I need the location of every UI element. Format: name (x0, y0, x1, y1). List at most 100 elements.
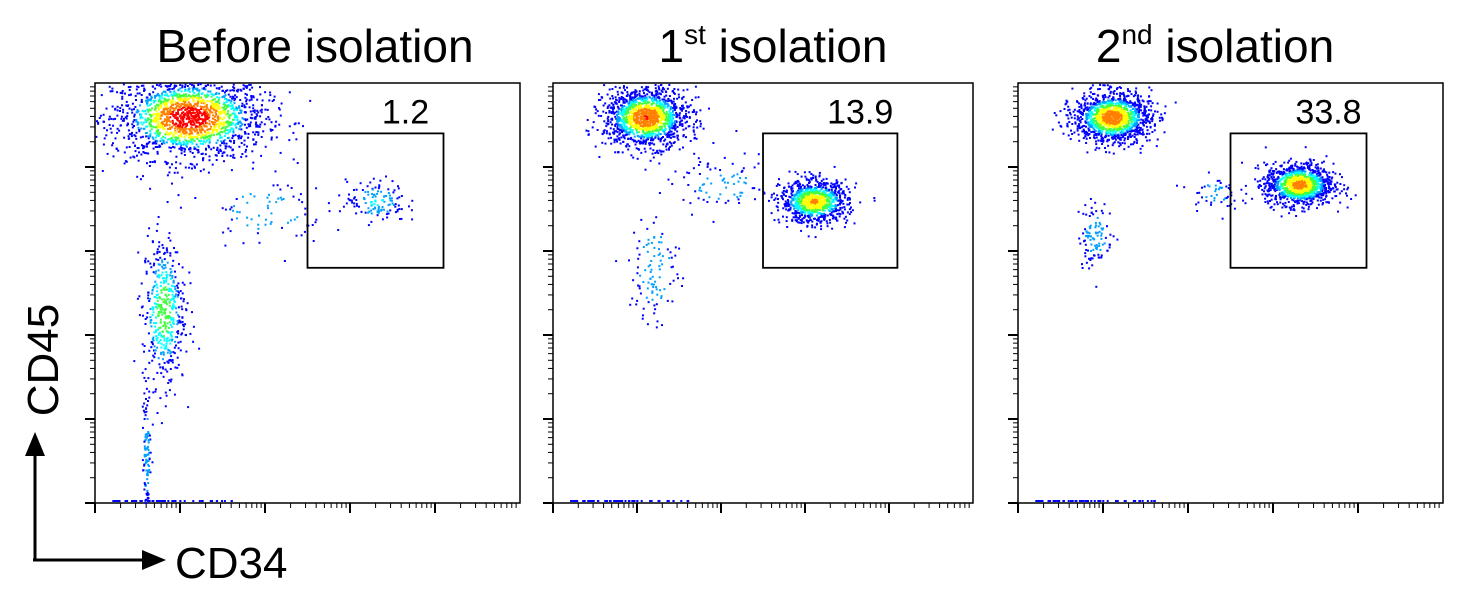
event-point (611, 88, 614, 90)
event-point (130, 133, 133, 136)
event-point (202, 100, 205, 103)
event-point (257, 227, 260, 230)
event-point (648, 91, 651, 94)
event-point (818, 189, 821, 192)
event-point (179, 97, 182, 99)
event-point (212, 128, 215, 131)
event-point (684, 121, 687, 124)
event-point (179, 290, 182, 292)
event-point (181, 147, 184, 150)
event-point (151, 341, 154, 344)
event-point (656, 124, 659, 126)
event-point (630, 136, 633, 139)
event-point (795, 182, 798, 185)
event-point (851, 209, 854, 212)
event-point (200, 96, 203, 99)
event-point (142, 151, 145, 153)
event-point (139, 104, 142, 107)
event-point (628, 120, 631, 123)
event-point (818, 207, 821, 210)
event-point (204, 122, 207, 125)
event-point (371, 188, 374, 191)
event-point (176, 356, 179, 359)
event-point (182, 106, 184, 109)
event-point (143, 87, 146, 90)
event-point (155, 339, 158, 342)
event-point (169, 368, 172, 370)
event-point (155, 305, 158, 308)
event-point (181, 116, 184, 119)
event-point (232, 83, 235, 86)
event-point (148, 113, 151, 116)
event-point (249, 121, 252, 124)
event-point (223, 91, 226, 94)
event-point (647, 128, 650, 130)
event-point (209, 107, 212, 110)
event-point (202, 108, 205, 111)
event-point (146, 108, 149, 111)
event-point (171, 141, 174, 144)
event-point (328, 210, 331, 213)
event-point (640, 135, 643, 138)
event-point (673, 125, 676, 128)
event-point (178, 319, 181, 322)
event-point (190, 136, 193, 139)
event-point (103, 127, 106, 130)
event-point (666, 112, 669, 115)
event-point (179, 98, 182, 101)
event-point (823, 182, 825, 184)
event-point (156, 112, 158, 115)
event-point (174, 251, 177, 254)
event-point (386, 216, 389, 219)
event-point (174, 130, 177, 133)
event-point (185, 144, 188, 147)
event-point (148, 108, 151, 111)
event-point (174, 285, 177, 288)
event-point (659, 126, 662, 129)
event-point (605, 130, 608, 133)
event-point (619, 108, 622, 111)
event-point (836, 209, 839, 212)
event-point (654, 136, 657, 139)
event-point (275, 201, 278, 204)
event-point (169, 126, 172, 129)
event-point (165, 247, 168, 250)
event-point (149, 471, 152, 474)
event-point (250, 96, 253, 99)
event-point (181, 308, 184, 311)
event-point (650, 137, 653, 140)
event-point (243, 111, 246, 114)
event-point (171, 106, 174, 109)
event-point (353, 197, 355, 200)
event-point (217, 118, 220, 121)
event-point (175, 84, 178, 87)
event-point (182, 323, 184, 326)
event-point (167, 236, 170, 239)
event-point (835, 209, 838, 211)
event-point (164, 84, 167, 87)
event-point (702, 127, 705, 130)
event-point (277, 197, 280, 200)
event-point (604, 142, 607, 145)
event-point (625, 99, 628, 102)
event-point (648, 136, 651, 139)
event-point (166, 88, 169, 91)
event-point (841, 192, 844, 195)
event-point (157, 135, 160, 137)
event-point (312, 240, 315, 242)
event-point (174, 131, 177, 134)
event-point (114, 107, 117, 110)
event-point (175, 125, 177, 128)
event-point (802, 207, 804, 210)
event-point (166, 251, 169, 254)
event-point (641, 112, 644, 115)
event-point (242, 84, 245, 87)
event-point (149, 123, 152, 126)
event-point (625, 116, 628, 118)
event-point (146, 312, 149, 314)
event-point (164, 325, 167, 328)
event-point (617, 120, 619, 123)
event-point (778, 178, 780, 181)
event-point (676, 134, 679, 137)
